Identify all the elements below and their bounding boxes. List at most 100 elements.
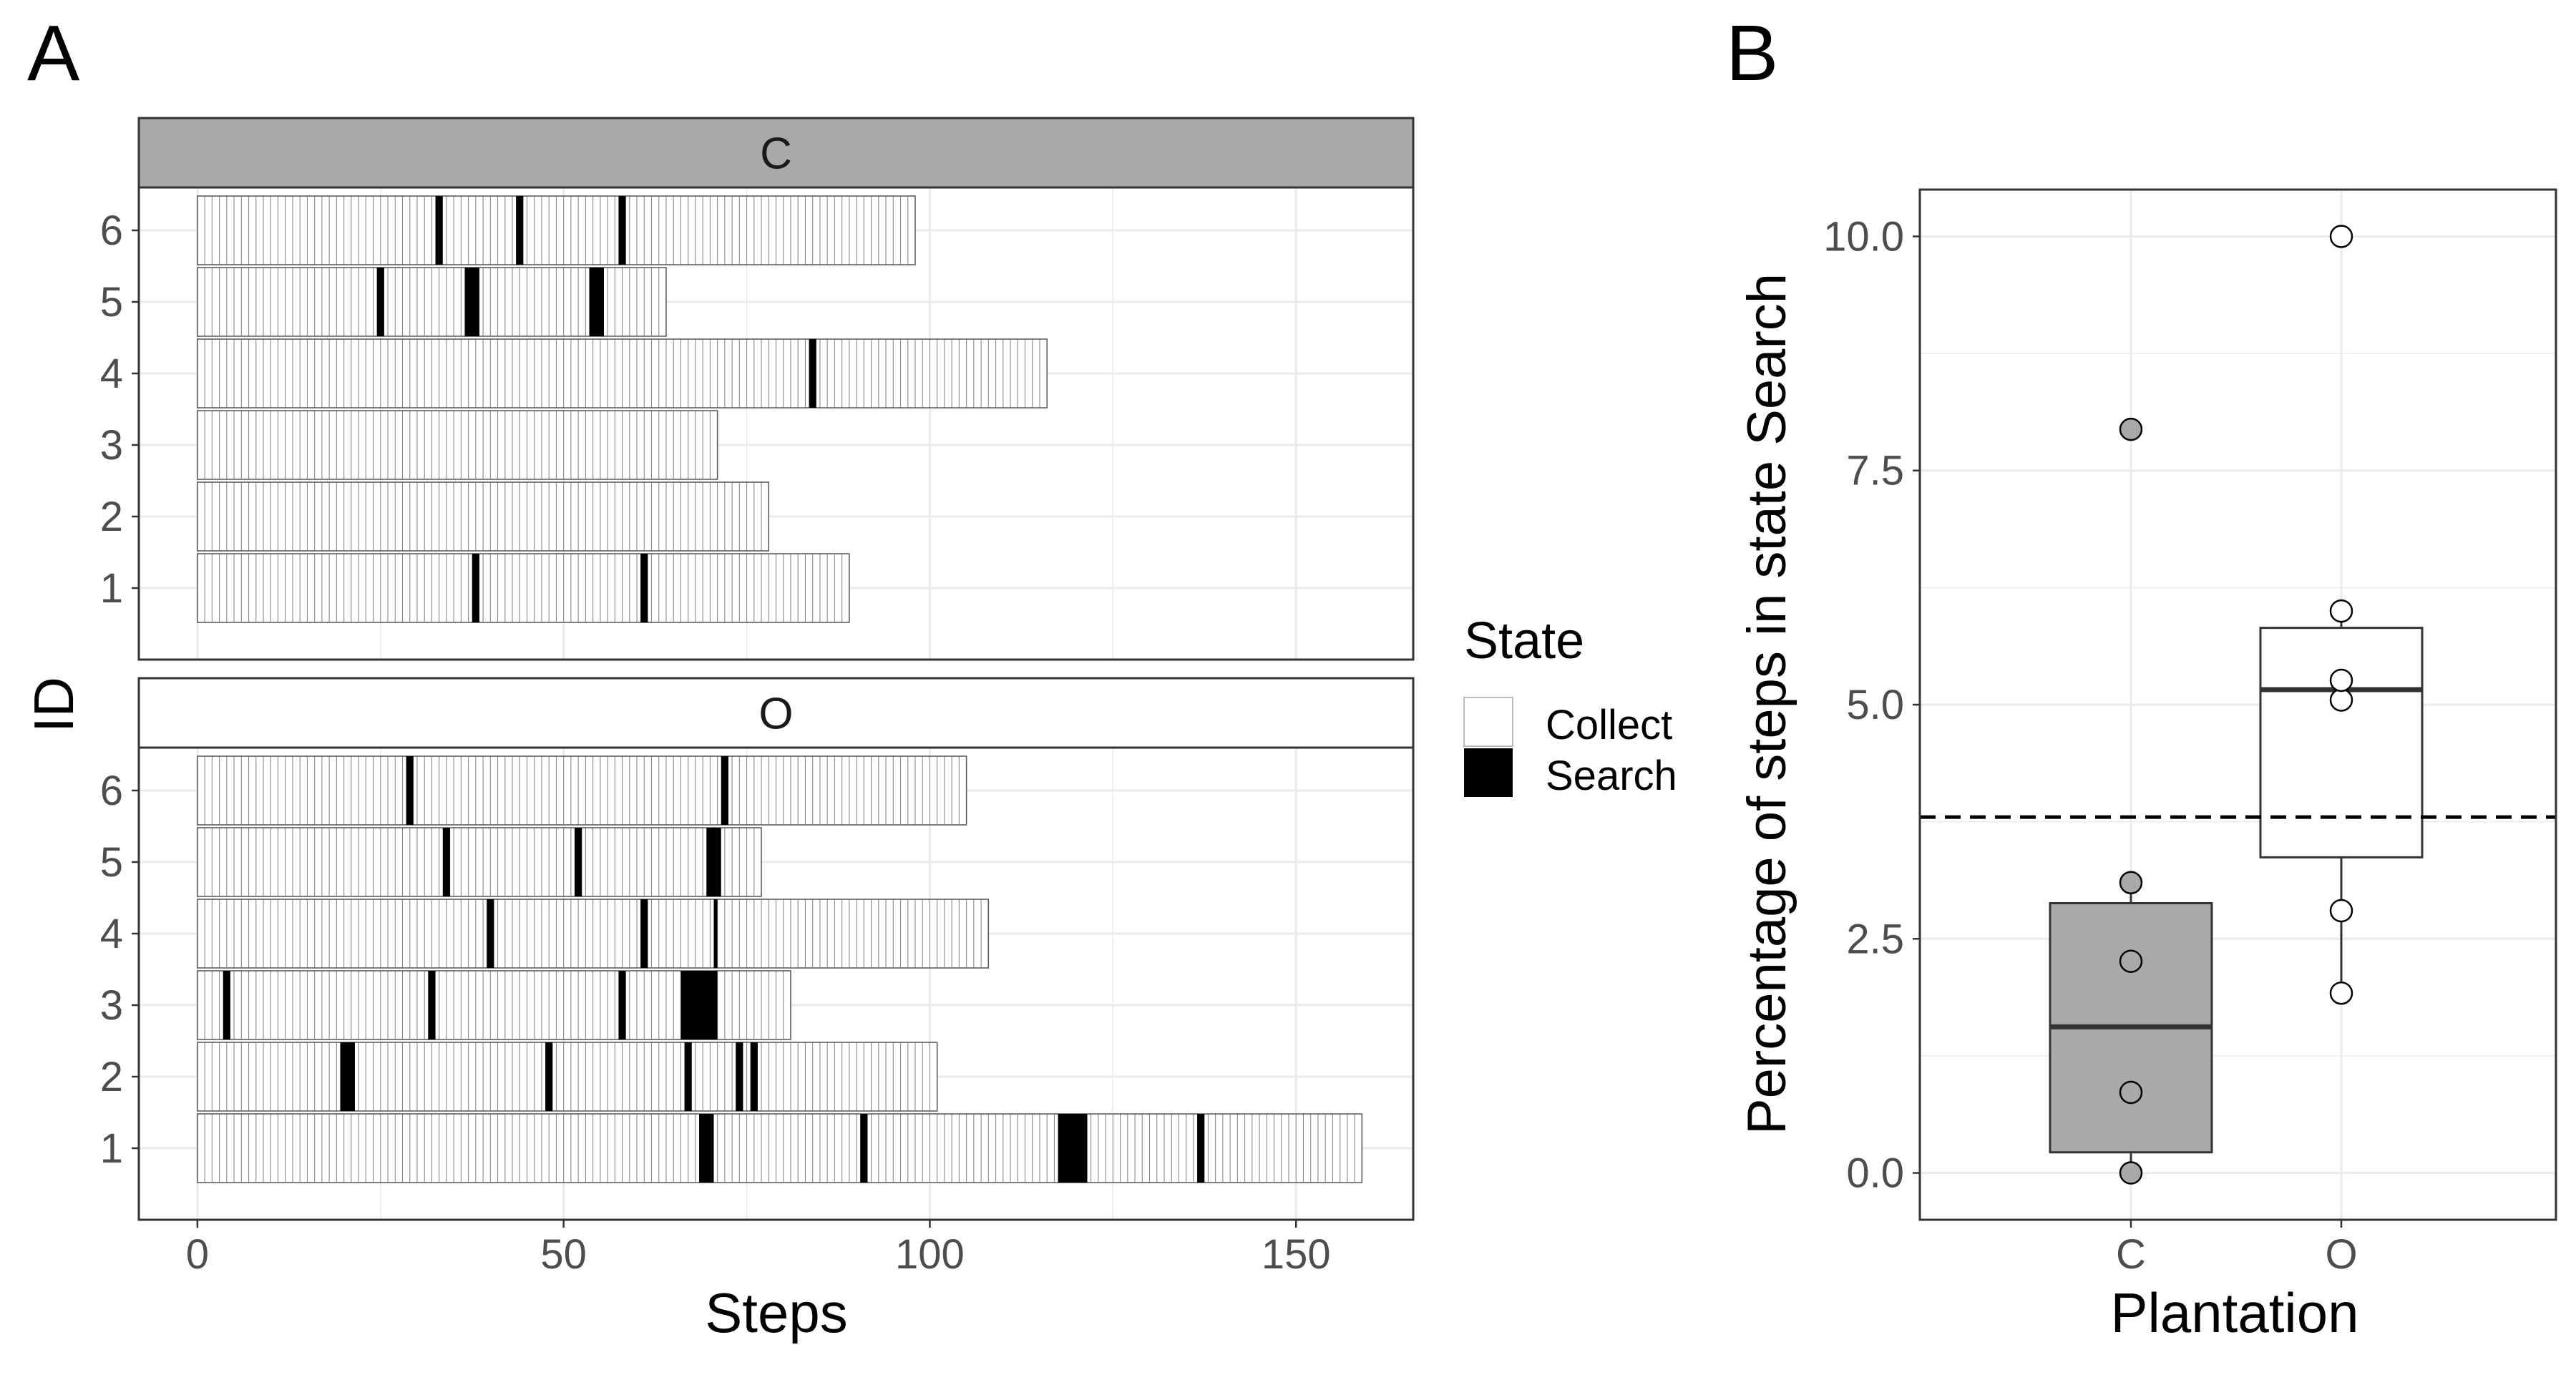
panel-a-x-axis: 0 50 100 150 — [186, 1220, 1331, 1278]
timeline-row — [197, 1042, 938, 1112]
timeline-outline — [197, 899, 990, 969]
timeline-row — [197, 553, 850, 623]
legend-title: State — [1464, 612, 1584, 670]
y-tick-label: 1 — [100, 565, 123, 612]
step-dividers — [197, 411, 718, 479]
y-tick-label: 2 — [100, 494, 123, 540]
y-tick-label: 5 — [100, 279, 123, 326]
timeline-row — [197, 827, 762, 897]
timeline-row — [197, 1113, 1363, 1183]
y-tick-label: 3 — [100, 982, 123, 1029]
step-dividers — [197, 828, 762, 896]
step-dividers — [197, 1114, 1362, 1183]
timeline-outline — [197, 755, 967, 826]
search-segment — [706, 828, 721, 896]
search-segment — [736, 1042, 743, 1111]
search-segment — [376, 268, 384, 336]
data-point — [2119, 1080, 2143, 1105]
y-tick-label: 5 — [100, 839, 123, 886]
timeline-row — [197, 970, 791, 1040]
search-segment — [1197, 1114, 1205, 1183]
search-segment — [406, 756, 414, 825]
search-segment — [442, 828, 451, 896]
collect-segment — [197, 1042, 937, 1111]
box-c — [2049, 417, 2213, 1185]
x-tick-label: O — [2325, 1231, 2357, 1278]
data-point — [2119, 871, 2143, 894]
search-segment — [680, 971, 718, 1039]
search-segment — [575, 828, 582, 896]
panel-a-y-title: ID — [22, 677, 85, 733]
timeline-row — [197, 410, 718, 480]
search-segment — [428, 971, 436, 1039]
search-segment — [640, 899, 648, 968]
legend-label-collect: Collect — [1546, 702, 1672, 748]
timeline-row — [197, 899, 990, 969]
timeline-outline — [197, 267, 667, 337]
collect-segment — [197, 756, 967, 825]
timeline-row — [197, 267, 667, 337]
timeline-row — [197, 338, 1048, 408]
y-tick-label: 6 — [100, 768, 123, 814]
timeline-row — [197, 481, 770, 552]
data-point — [2329, 981, 2353, 1005]
search-segment — [223, 971, 230, 1039]
collect-segment — [197, 828, 762, 896]
box-iqr — [2259, 627, 2424, 858]
step-dividers — [197, 196, 916, 265]
facet-strip-label: O — [758, 690, 793, 739]
y-tick-label: 7.5 — [1846, 448, 1904, 494]
y-tick-label: 1 — [100, 1125, 123, 1172]
search-segment — [713, 899, 718, 968]
search-segment — [721, 756, 728, 825]
timeline-outline — [197, 1113, 1363, 1183]
data-point — [2329, 668, 2353, 693]
facet-c: 6 5 4 3 2 1 C — [100, 117, 1415, 661]
search-segment — [618, 971, 626, 1039]
y-tick-label: 3 — [100, 422, 123, 469]
search-segment — [809, 339, 816, 408]
facet-strip-label: C — [760, 129, 792, 179]
x-tick-label: 0 — [186, 1231, 209, 1278]
x-tick-label: C — [2116, 1231, 2146, 1278]
timeline-outline — [197, 195, 916, 265]
facet-strip — [137, 117, 1415, 189]
y-tick-label: 10.0 — [1823, 213, 1904, 260]
search-segment — [640, 554, 648, 622]
collect-segment — [197, 554, 849, 622]
timeline-outline — [197, 338, 1048, 408]
timeline-outline — [197, 481, 770, 552]
timeline-outline — [197, 827, 762, 897]
timeline-outline — [197, 970, 791, 1040]
box-o — [2259, 225, 2424, 1005]
y-tick-label: 6 — [100, 207, 123, 254]
legend: State Collect Search — [1463, 612, 1677, 799]
legend-key-collect — [1463, 697, 1513, 747]
y-tick-label: 2 — [100, 1054, 123, 1100]
panel-b-x-title: Plantation — [2111, 1281, 2359, 1344]
search-segment — [464, 268, 479, 336]
timeline-outline — [197, 1042, 938, 1112]
search-segment — [435, 196, 443, 265]
x-tick-label: 150 — [1262, 1231, 1331, 1278]
facet-o: 6 5 4 3 2 1 O — [100, 677, 1415, 1221]
search-segment — [684, 1042, 692, 1111]
data-point — [2119, 417, 2143, 441]
search-segment — [750, 1042, 758, 1111]
panel-a-label: A — [27, 9, 80, 97]
search-segment — [860, 1114, 868, 1183]
collect-segment — [197, 1114, 1362, 1183]
search-segment — [340, 1042, 355, 1111]
data-point — [2329, 899, 2353, 923]
search-segment — [618, 196, 626, 265]
timeline-row — [197, 195, 916, 265]
y-tick-label: 2.5 — [1846, 916, 1904, 962]
data-point — [2329, 688, 2353, 712]
data-point — [2119, 949, 2143, 973]
facet-strip — [137, 677, 1415, 749]
data-point — [2329, 599, 2353, 623]
y-tick-label: 4 — [100, 911, 123, 957]
legend-key-search — [1464, 748, 1513, 797]
